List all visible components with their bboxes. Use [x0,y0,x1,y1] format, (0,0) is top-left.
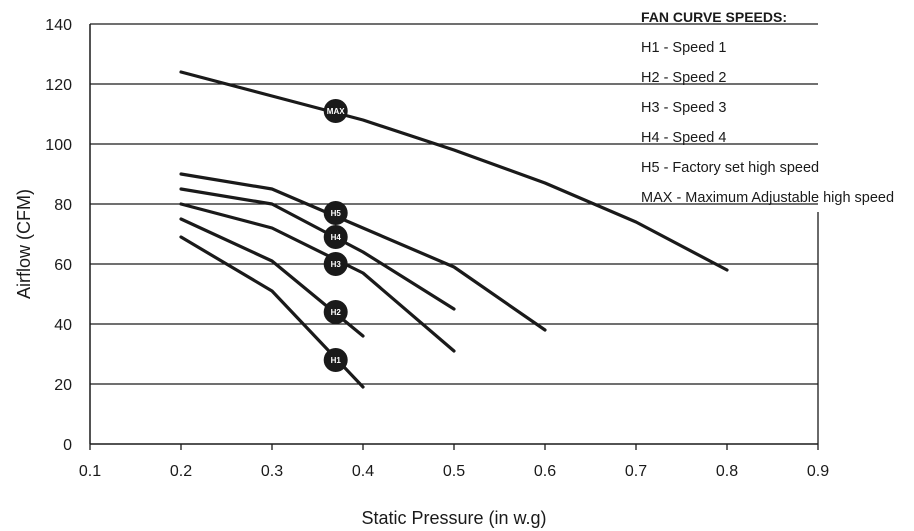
series-line-h3 [179,202,456,353]
x-tick-label: 0.5 [443,463,465,480]
marker-h5: H5 [323,201,348,225]
marker-h1: H1 [323,348,348,372]
y-axis-label: Airflow (CFM) [14,189,34,299]
marker-badge [323,225,348,249]
gridlines [90,23,818,385]
series-line-h5 [179,172,547,332]
y-tick-label: 60 [54,257,72,274]
series-line-h4 [179,187,456,311]
series-markers: H1 H2 H3 H4 H5 MAX [323,99,348,372]
marker-label: H4 [331,233,342,242]
x-tick-label: 0.7 [625,463,647,480]
x-tick-label: 0.3 [261,463,283,480]
y-tick-label: 100 [45,137,72,154]
marker-h4: H4 [323,225,348,249]
marker-label: H1 [331,356,342,365]
y-tick-labels: 0 20 40 60 80 100 120 140 [45,17,72,454]
x-tick-labels: 0.1 0.2 0.3 0.4 0.5 0.6 0.7 0.8 0.9 [79,463,829,480]
legend-entry: H2 - Speed 2 [641,70,726,86]
x-tick-label: 0.1 [79,463,101,480]
marker-badge [323,252,348,276]
y-tick-label: 40 [54,317,72,334]
legend-title: FAN CURVE SPEEDS: [641,9,787,25]
marker-badge [323,300,348,324]
legend-entry: MAX - Maximum Adjustable high speed [641,190,894,206]
x-tick-label: 0.6 [534,463,556,480]
legend-entry: H3 - Speed 3 [641,100,726,116]
marker-badge [323,99,348,123]
legend: FAN CURVE SPEEDS: H1 - Speed 1 H2 - Speed … [641,9,894,206]
marker-label: H3 [331,260,342,269]
y-tick-label: 120 [45,77,72,94]
legend-entry: H4 - Speed 4 [641,130,726,146]
y-tick-label: 140 [45,17,72,34]
y-tick-label: 20 [54,377,72,394]
y-tick-label: 80 [54,197,72,214]
x-tick-label: 0.8 [716,463,738,480]
legend-entry: H1 - Speed 1 [641,40,726,56]
axes [89,24,819,450]
legend-entry: H5 - Factory set high speed [641,160,819,176]
marker-label: H2 [331,308,342,317]
marker-h2: H2 [323,300,348,324]
marker-max: MAX [323,99,348,123]
x-tick-label: 0.9 [807,463,829,480]
series-line-max [179,70,729,272]
marker-label: MAX [327,107,345,116]
x-tick-label: 0.4 [352,463,374,480]
series-lines [179,70,729,389]
x-axis-label: Static Pressure (in w.g) [361,508,546,528]
marker-h3: H3 [323,252,348,276]
y-tick-label: 0 [63,437,72,454]
marker-badge [323,201,348,225]
x-tick-label: 0.2 [170,463,192,480]
marker-label: H5 [331,209,342,218]
marker-badge [323,348,348,372]
